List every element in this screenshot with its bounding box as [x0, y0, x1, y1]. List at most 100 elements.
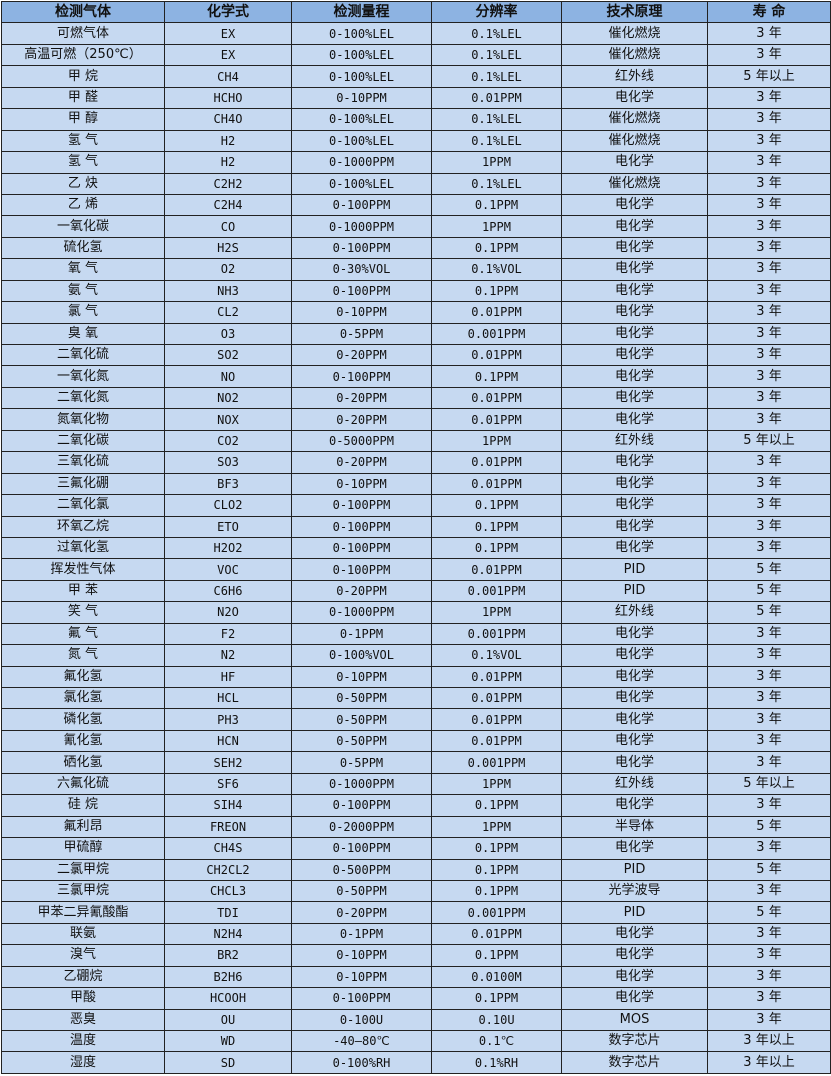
cell-lifetime: 3 年	[707, 965, 831, 989]
cell-gas: 可燃气体	[1, 22, 165, 45]
cell-range: 0-100PPM	[291, 365, 432, 388]
cell-range: 0-100%LEL	[291, 108, 432, 131]
cell-resolution: 1PPM	[431, 815, 562, 839]
header-principle: 技术原理	[561, 0, 708, 24]
cell-principle: 电化学	[561, 472, 708, 496]
header-range: 检测量程	[291, 0, 432, 24]
header-formula: 化学式	[164, 0, 292, 24]
cell-formula: VOC	[164, 558, 292, 581]
table-row: 磷化氢 PH3 0-50PPM 0.01PPM 电化学 3 年	[1, 708, 831, 731]
cell-principle: 催化燃烧	[561, 43, 708, 67]
table-row: 二氯甲烷 CH2CL2 0-500PPM 0.1PPM PID 5 年	[1, 858, 831, 881]
cell-lifetime: 3 年	[707, 258, 831, 281]
cell-lifetime: 3 年	[707, 472, 831, 496]
cell-range: 0-10PPM	[291, 301, 432, 324]
cell-range: 0-5PPM	[291, 322, 432, 346]
cell-lifetime: 3 年	[707, 536, 831, 560]
table-row: 氧 气 O2 0-30%VOL 0.1%VOL 电化学 3 年	[1, 258, 831, 281]
cell-resolution: 0.1PPM	[431, 944, 562, 967]
table-row: 甲 醛 HCHO 0-10PPM 0.01PPM 电化学 3 年	[1, 86, 831, 110]
cell-formula: HF	[164, 665, 292, 689]
cell-formula: NO	[164, 365, 292, 388]
cell-resolution: 0.01PPM	[431, 386, 562, 410]
cell-resolution: 0.1PPM	[431, 494, 562, 517]
cell-principle: 电化学	[561, 301, 708, 324]
cell-range: 0-20PPM	[291, 386, 432, 410]
table-row: 乙硼烷 B2H6 0-10PPM 0.0100M 电化学 3 年	[1, 965, 831, 989]
cell-principle: 电化学	[561, 944, 708, 967]
cell-lifetime: 3 年	[707, 408, 831, 431]
cell-principle: 数字芯片	[561, 1051, 708, 1074]
cell-principle: 电化学	[561, 451, 708, 474]
cell-resolution: 0.1%LEL	[431, 43, 562, 67]
table-row: 氟 气 F2 0-1PPM 0.001PPM 电化学 3 年	[1, 622, 831, 646]
cell-range: -40—80℃	[291, 1029, 432, 1053]
cell-gas: 氰化氢	[1, 729, 165, 753]
cell-formula: HCN	[164, 729, 292, 753]
cell-resolution: 0.1PPM	[431, 236, 562, 260]
cell-formula: OU	[164, 1008, 292, 1032]
cell-resolution: 0.001PPM	[431, 901, 562, 924]
cell-resolution: 0.1℃	[431, 1029, 562, 1053]
header-lifetime: 寿 命	[707, 0, 831, 24]
cell-lifetime: 3 年	[707, 665, 831, 689]
cell-principle: 电化学	[561, 922, 708, 946]
cell-range: 0-10PPM	[291, 472, 432, 496]
cell-principle: 电化学	[561, 494, 708, 517]
cell-lifetime: 3 年以上	[707, 1029, 831, 1053]
cell-formula: SIH4	[164, 794, 292, 817]
cell-range: 0-1000PPM	[291, 151, 432, 174]
cell-resolution: 0.01PPM	[431, 301, 562, 324]
cell-range: 0-100%LEL	[291, 43, 432, 67]
cell-range: 0-100%LEL	[291, 129, 432, 153]
cell-formula: N2O	[164, 601, 292, 624]
cell-resolution: 0.1%LEL	[431, 65, 562, 88]
cell-principle: PID	[561, 901, 708, 924]
cell-principle: 催化燃烧	[561, 129, 708, 153]
cell-gas: 甲 醇	[1, 108, 165, 131]
cell-principle: 电化学	[561, 751, 708, 774]
table-row: 甲酸 HCOOH 0-100PPM 0.1PPM 电化学 3 年	[1, 987, 831, 1010]
table-row: 甲 苯 C6H6 0-20PPM 0.001PPM PID 5 年	[1, 579, 831, 603]
cell-resolution: 0.1%LEL	[431, 22, 562, 45]
cell-gas: 甲 烷	[1, 65, 165, 88]
cell-range: 0-1PPM	[291, 622, 432, 646]
table-row: 湿度 SD 0-100%RH 0.1%RH 数字芯片 3 年以上	[1, 1051, 831, 1074]
cell-formula: CL2	[164, 301, 292, 324]
cell-principle: 电化学	[561, 365, 708, 388]
cell-formula: ETO	[164, 515, 292, 538]
cell-lifetime: 3 年	[707, 794, 831, 817]
cell-resolution: 0.1PPM	[431, 365, 562, 388]
cell-formula: EX	[164, 43, 292, 67]
cell-resolution: 0.1PPM	[431, 515, 562, 538]
cell-formula: HCOOH	[164, 987, 292, 1010]
cell-range: 0-100PPM	[291, 536, 432, 560]
cell-lifetime: 3 年	[707, 86, 831, 110]
cell-formula: CHCL3	[164, 879, 292, 903]
cell-gas: 乙 烯	[1, 193, 165, 217]
cell-principle: 电化学	[561, 408, 708, 431]
cell-formula: CO2	[164, 429, 292, 453]
table-row: 氟利昂 FREON 0-2000PPM 1PPM 半导体 5 年	[1, 815, 831, 839]
cell-lifetime: 5 年	[707, 858, 831, 881]
table-row: 氯化氢 HCL 0-50PPM 0.01PPM 电化学 3 年	[1, 686, 831, 710]
cell-gas: 一氧化氮	[1, 365, 165, 388]
cell-range: 0-20PPM	[291, 451, 432, 474]
cell-range: 0-50PPM	[291, 686, 432, 710]
cell-resolution: 0.01PPM	[431, 665, 562, 689]
cell-formula: EX	[164, 22, 292, 45]
cell-range: 0-10PPM	[291, 665, 432, 689]
cell-principle: MOS	[561, 1008, 708, 1032]
cell-principle: PID	[561, 858, 708, 881]
cell-principle: 红外线	[561, 429, 708, 453]
cell-range: 0-100PPM	[291, 494, 432, 517]
cell-range: 0-100PPM	[291, 794, 432, 817]
table-row: 硫化氢 H2S 0-100PPM 0.1PPM 电化学 3 年	[1, 236, 831, 260]
cell-resolution: 0.1PPM	[431, 837, 562, 860]
cell-lifetime: 3 年	[707, 343, 831, 367]
cell-range: 0-20PPM	[291, 579, 432, 603]
cell-gas: 六氟化硫	[1, 772, 165, 796]
cell-gas: 二氧化氯	[1, 494, 165, 517]
cell-formula: O2	[164, 258, 292, 281]
cell-formula: HCL	[164, 686, 292, 710]
